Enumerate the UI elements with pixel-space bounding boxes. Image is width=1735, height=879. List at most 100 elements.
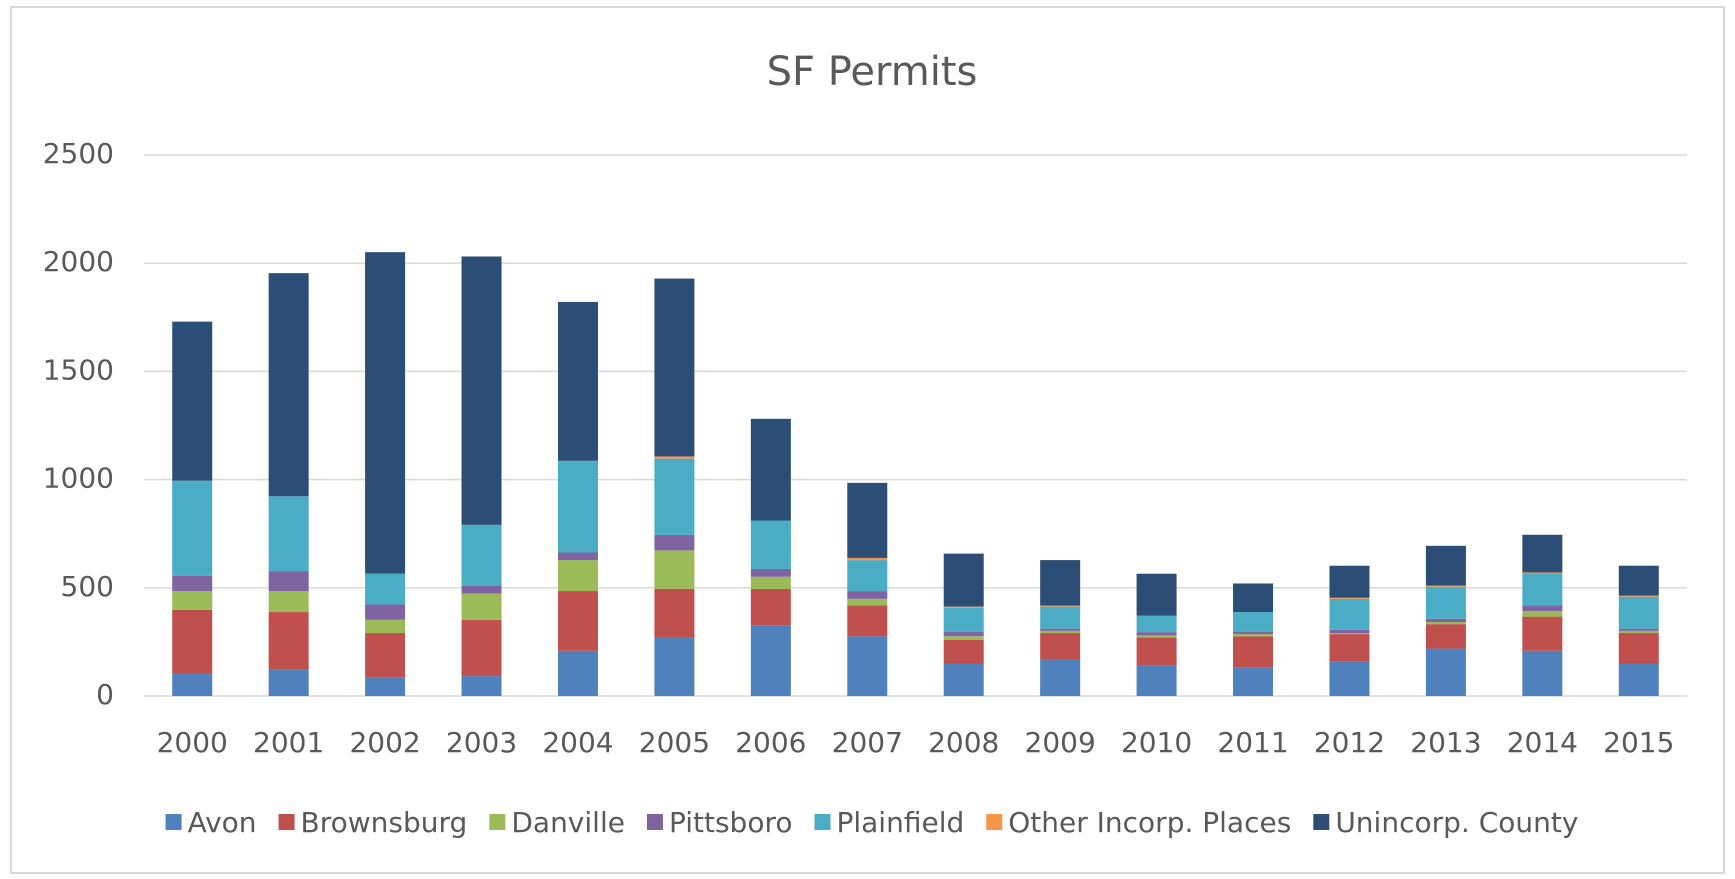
y-tick-label: 500 xyxy=(61,570,114,603)
bar-segment xyxy=(750,568,791,577)
x-tick-label: 2015 xyxy=(1603,726,1674,759)
bar-segment xyxy=(1329,598,1370,630)
bar-segment xyxy=(1618,596,1659,629)
bar-segment xyxy=(1522,650,1563,696)
legend-label: Danville xyxy=(511,806,625,839)
bar-segment xyxy=(943,606,984,608)
bar-segment xyxy=(172,609,213,674)
legend-label: Unincorp. County xyxy=(1335,806,1578,839)
bar-segment xyxy=(461,619,502,677)
bar-segment xyxy=(1040,560,1081,606)
bar-segment xyxy=(1425,618,1466,622)
legend-label: Other Incorp. Places xyxy=(1008,806,1291,839)
bar-segment xyxy=(847,482,888,558)
bar-segment xyxy=(268,571,309,592)
bar-segment xyxy=(1233,667,1274,696)
bar-segment xyxy=(1618,628,1659,631)
bar-segment xyxy=(365,604,406,620)
legend-marker xyxy=(646,814,663,830)
x-tick-label: 2004 xyxy=(542,726,613,759)
bar-segment xyxy=(1329,629,1370,634)
bar-segment xyxy=(1618,565,1659,596)
y-tick-label: 0 xyxy=(96,678,114,711)
bar-segment xyxy=(1233,631,1274,635)
bar-segment xyxy=(654,458,695,535)
legend-label: Pittsboro xyxy=(669,806,793,839)
legend-label: Avon xyxy=(188,806,257,839)
bar-segment xyxy=(1618,595,1659,597)
bar-segment xyxy=(461,593,502,620)
bar-segment xyxy=(1329,565,1370,598)
y-tick-label: 2500 xyxy=(43,137,114,170)
bar-segment xyxy=(1425,545,1466,586)
bar-segment xyxy=(365,619,406,634)
bar-segment xyxy=(172,480,213,576)
bar-segment xyxy=(1329,661,1370,696)
bar-segment xyxy=(847,636,888,696)
bar-segment xyxy=(1425,621,1466,625)
bar-segment xyxy=(172,591,213,610)
bar-segment xyxy=(1425,624,1466,649)
bar-segment xyxy=(172,575,213,592)
bar-segment xyxy=(1136,665,1177,696)
bar-segment xyxy=(750,418,791,521)
bar-segment xyxy=(654,278,695,457)
bar-segment xyxy=(268,591,309,613)
legend-label: Plainfield xyxy=(836,806,964,839)
legend-marker xyxy=(165,814,182,830)
bar-segment xyxy=(461,676,502,696)
legend-marker xyxy=(986,814,1003,830)
bar-segment xyxy=(172,673,213,696)
bar-segment xyxy=(847,598,888,606)
bar-segment xyxy=(1329,634,1370,662)
bar-segment xyxy=(750,625,791,696)
bar-segment xyxy=(1522,573,1563,606)
bar-segment xyxy=(847,605,888,637)
x-tick-label: 2000 xyxy=(157,726,228,759)
bar-segment xyxy=(557,591,598,651)
bar-segment xyxy=(943,631,984,637)
legend-marker xyxy=(1313,814,1330,830)
x-tick-label: 2009 xyxy=(1025,726,1096,759)
bar-segment xyxy=(943,607,984,632)
bar-segment xyxy=(1425,586,1466,619)
bar-segment xyxy=(943,663,984,696)
bar-segment xyxy=(365,633,406,678)
bar-segment xyxy=(1522,610,1563,617)
bar-segment xyxy=(1618,630,1659,634)
x-tick-label: 2006 xyxy=(735,726,806,759)
y-tick-label: 1000 xyxy=(43,462,114,495)
bar-segment xyxy=(750,576,791,589)
x-tick-label: 2013 xyxy=(1410,726,1481,759)
bar-segment xyxy=(847,557,888,561)
bar-segment xyxy=(1522,572,1563,574)
bar-segment xyxy=(461,256,502,525)
bar-segment xyxy=(1040,628,1081,631)
bar-segment xyxy=(654,534,695,551)
bar-segment xyxy=(1329,597,1370,599)
bar-segment xyxy=(461,524,502,586)
bar-segment xyxy=(750,588,791,626)
legend-label: Brownsburg xyxy=(301,806,468,839)
bar-segment xyxy=(1136,632,1177,636)
y-tick-label: 1500 xyxy=(43,353,114,386)
chart-title: SF Permits xyxy=(767,49,978,95)
bar-segment xyxy=(461,585,502,594)
bar-segment xyxy=(750,520,791,569)
x-tick-label: 2005 xyxy=(639,726,710,759)
x-tick-label: 2007 xyxy=(832,726,903,759)
bar-segment xyxy=(557,460,598,553)
bar-segment xyxy=(1522,605,1563,611)
x-tick-label: 2008 xyxy=(928,726,999,759)
bar-segment xyxy=(1136,573,1177,616)
bar-segment xyxy=(1233,583,1274,613)
bar-segment xyxy=(654,550,695,589)
x-tick-label: 2003 xyxy=(446,726,517,759)
bar-segment xyxy=(943,636,984,640)
legend-marker xyxy=(814,814,831,830)
bar-segment xyxy=(1522,534,1563,573)
bar-segment xyxy=(847,591,888,599)
bar-segment xyxy=(1329,633,1370,635)
bar-segment xyxy=(1040,633,1081,660)
